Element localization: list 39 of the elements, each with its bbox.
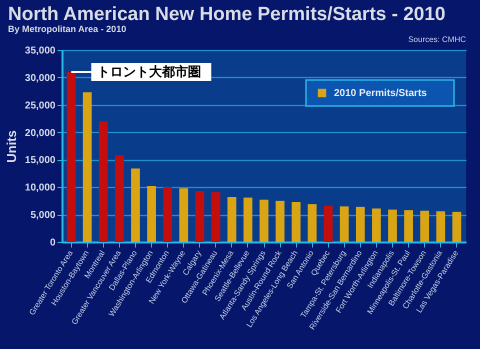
bar (420, 210, 430, 242)
source-note: Sources: CMHC (408, 35, 466, 44)
y-tick-label: 15,000 (24, 155, 56, 166)
bar (244, 198, 252, 242)
bar (131, 168, 140, 242)
bar (308, 204, 317, 242)
y-tick-label: 5,000 (30, 210, 56, 222)
y-tick-label: 20,000 (24, 128, 56, 139)
bar (227, 197, 236, 242)
bar (147, 186, 156, 242)
bar (372, 208, 381, 242)
bar (66, 72, 76, 242)
bar (163, 187, 172, 242)
bar (452, 212, 462, 242)
bar (404, 210, 413, 242)
y-tick-label: 10,000 (24, 182, 56, 194)
legend-label: 2010 Permits/Starts (334, 88, 428, 99)
bar (195, 190, 204, 242)
chart-subtitle: By Metropolitan Area - 2010 (8, 24, 126, 34)
bar (292, 202, 301, 242)
bar (436, 211, 446, 242)
bar (82, 92, 92, 242)
y-axis-title: Units (4, 130, 19, 163)
bar (98, 121, 108, 242)
bar (388, 210, 397, 242)
bar (179, 188, 188, 242)
y-tick-label: 30,000 (24, 72, 56, 84)
bar (211, 192, 220, 242)
chart-title: North American New Home Permits/Starts - 2010 (8, 4, 446, 25)
bar (260, 200, 268, 242)
annotation: トロント大都市圏 (97, 64, 202, 79)
bar (276, 200, 284, 242)
y-tick-label: 35,000 (24, 46, 56, 56)
bar (324, 206, 333, 242)
bar (115, 155, 124, 242)
y-tick-label: 25,000 (24, 100, 56, 112)
bar (340, 206, 349, 242)
bar (356, 206, 365, 242)
y-tick-label: 0 (50, 238, 56, 248)
